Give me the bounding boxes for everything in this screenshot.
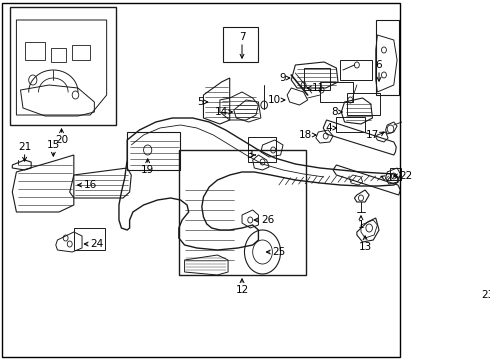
Bar [10, 7, 117, 125]
Bar [72, 45, 90, 60]
Text: 12: 12 [235, 285, 248, 295]
Text: 4: 4 [326, 123, 332, 133]
Text: 15: 15 [47, 140, 60, 150]
Bar [303, 68, 330, 90]
Bar [127, 132, 180, 170]
Bar [74, 228, 105, 250]
Text: 9: 9 [279, 73, 286, 83]
Bar [336, 117, 365, 132]
Text: 7: 7 [239, 32, 245, 42]
Text: 22: 22 [399, 171, 413, 181]
Text: 3: 3 [246, 150, 253, 160]
Bar [24, 42, 45, 60]
Text: 24: 24 [90, 239, 103, 249]
Text: 6: 6 [376, 60, 382, 70]
Bar [390, 168, 401, 180]
Text: 16: 16 [84, 180, 97, 190]
Bar [51, 48, 66, 62]
Bar [248, 137, 276, 162]
Text: 17: 17 [366, 130, 379, 140]
Text: 13: 13 [359, 242, 372, 252]
Bar [320, 82, 353, 102]
Text: 5: 5 [197, 97, 203, 107]
Bar [427, 168, 490, 280]
Text: 21: 21 [18, 142, 31, 152]
Text: 8: 8 [331, 107, 338, 117]
Text: 20: 20 [55, 135, 68, 145]
Text: 19: 19 [141, 165, 154, 175]
Bar [347, 93, 380, 115]
Bar [179, 150, 306, 275]
Bar [376, 20, 399, 95]
Text: 1: 1 [358, 220, 364, 230]
Bar [341, 60, 371, 80]
Text: 23: 23 [482, 290, 490, 300]
Text: 10: 10 [268, 95, 281, 105]
Text: 11: 11 [312, 83, 325, 93]
Text: 25: 25 [272, 247, 286, 257]
Bar [223, 27, 258, 62]
Text: 18: 18 [298, 130, 312, 140]
Text: 14: 14 [215, 107, 228, 117]
Text: 2: 2 [386, 173, 392, 183]
Text: 26: 26 [261, 215, 274, 225]
